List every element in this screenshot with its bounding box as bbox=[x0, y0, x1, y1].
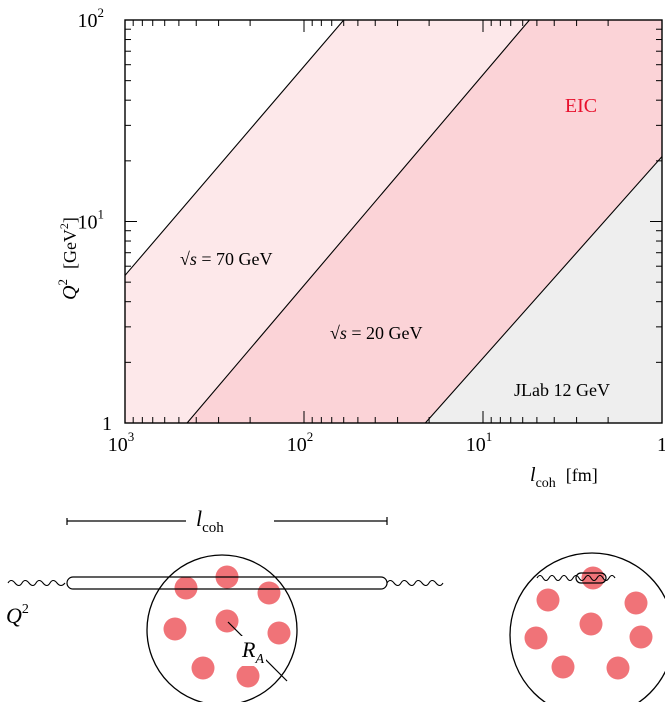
x-axis-unit: [fm] bbox=[566, 465, 598, 485]
nucleon bbox=[174, 576, 198, 600]
y-axis-unit-exponent: 2 bbox=[57, 223, 71, 229]
nucleon bbox=[581, 566, 605, 590]
y-axis-exponent: 2 bbox=[55, 279, 70, 286]
x-tick-label: 102 bbox=[287, 429, 314, 456]
nucleon bbox=[606, 656, 630, 680]
x-axis-subscript: coh bbox=[536, 476, 556, 491]
lcoh-subscript: coh bbox=[202, 520, 224, 536]
nucleon bbox=[579, 612, 603, 636]
nucleon bbox=[551, 655, 575, 679]
q2-symbol: Q bbox=[6, 603, 22, 628]
nucleon bbox=[524, 626, 548, 650]
s-symbol: s bbox=[190, 249, 197, 269]
sqrt-s-20-value: = 20 GeV bbox=[347, 323, 423, 343]
y-axis-label: Q2[GeV2] bbox=[55, 217, 81, 300]
y-axis-unit-close: ] bbox=[60, 217, 80, 223]
sqrt-s-70-value: = 70 GeV bbox=[197, 249, 273, 269]
jlab-line bbox=[424, 155, 662, 423]
radius-label: RA bbox=[241, 637, 264, 667]
y-tick-label: 102 bbox=[78, 5, 105, 32]
eic-label: EIC bbox=[565, 95, 597, 117]
nucleons-right bbox=[524, 566, 653, 680]
boundary-lines bbox=[125, 20, 662, 423]
sqrt-s-20-line bbox=[186, 20, 530, 423]
radius-label-bg bbox=[240, 636, 266, 666]
lcoh-dimension: lcoh bbox=[66, 506, 388, 536]
coherence-diagram: lcoh RA Q2 bbox=[6, 506, 665, 702]
nucleon bbox=[191, 656, 215, 680]
x-tick-label: 1 bbox=[657, 434, 665, 456]
sqrt-symbol: √ bbox=[180, 249, 190, 269]
nucleon bbox=[236, 664, 260, 688]
x-tick-label: 101 bbox=[466, 429, 493, 456]
sqrt-symbol: √ bbox=[330, 323, 340, 343]
y-tick-label: 101 bbox=[78, 207, 105, 234]
photon-wave-right bbox=[386, 579, 444, 587]
radius-symbol: R bbox=[241, 637, 256, 662]
eic-region-70 bbox=[125, 20, 530, 423]
nucleon bbox=[536, 588, 560, 612]
radius-subscript: A bbox=[254, 652, 264, 667]
lcoh-symbol: l bbox=[196, 506, 202, 531]
y-tick-label: 1 bbox=[102, 413, 112, 435]
s-symbol: s bbox=[340, 323, 347, 343]
chart-regions bbox=[125, 20, 662, 423]
x-axis-symbol: l bbox=[530, 464, 536, 486]
nucleon bbox=[163, 617, 187, 641]
q2-exponent: 2 bbox=[22, 602, 29, 617]
q2-label: Q2 bbox=[6, 602, 29, 628]
y-axis-unit: [GeV bbox=[60, 229, 80, 269]
jlab-label: JLab 12 GeV bbox=[514, 380, 610, 400]
dipole-short bbox=[575, 572, 607, 584]
tick-labels: 103 102 101 1 1 101 102 bbox=[78, 5, 665, 456]
nucleon bbox=[257, 581, 281, 605]
lcoh-label: lcoh bbox=[196, 506, 224, 536]
photon-wave-left bbox=[7, 579, 66, 587]
x-tick-label: 103 bbox=[108, 429, 135, 456]
sqrt-s-70-line bbox=[125, 20, 345, 277]
x-axis-label: lcoh [fm] bbox=[530, 464, 598, 491]
nucleon bbox=[267, 621, 291, 645]
axis-ticks bbox=[124, 19, 663, 424]
nucleon bbox=[624, 591, 648, 615]
eic-region-20 bbox=[187, 20, 662, 423]
sqrt-s-20-label: √s = 20 GeV bbox=[330, 323, 423, 343]
nucleon bbox=[629, 625, 653, 649]
sqrt-s-70-label: √s = 70 GeV bbox=[180, 249, 273, 269]
dipole-long bbox=[66, 576, 388, 590]
y-axis-symbol: Q bbox=[59, 285, 81, 300]
